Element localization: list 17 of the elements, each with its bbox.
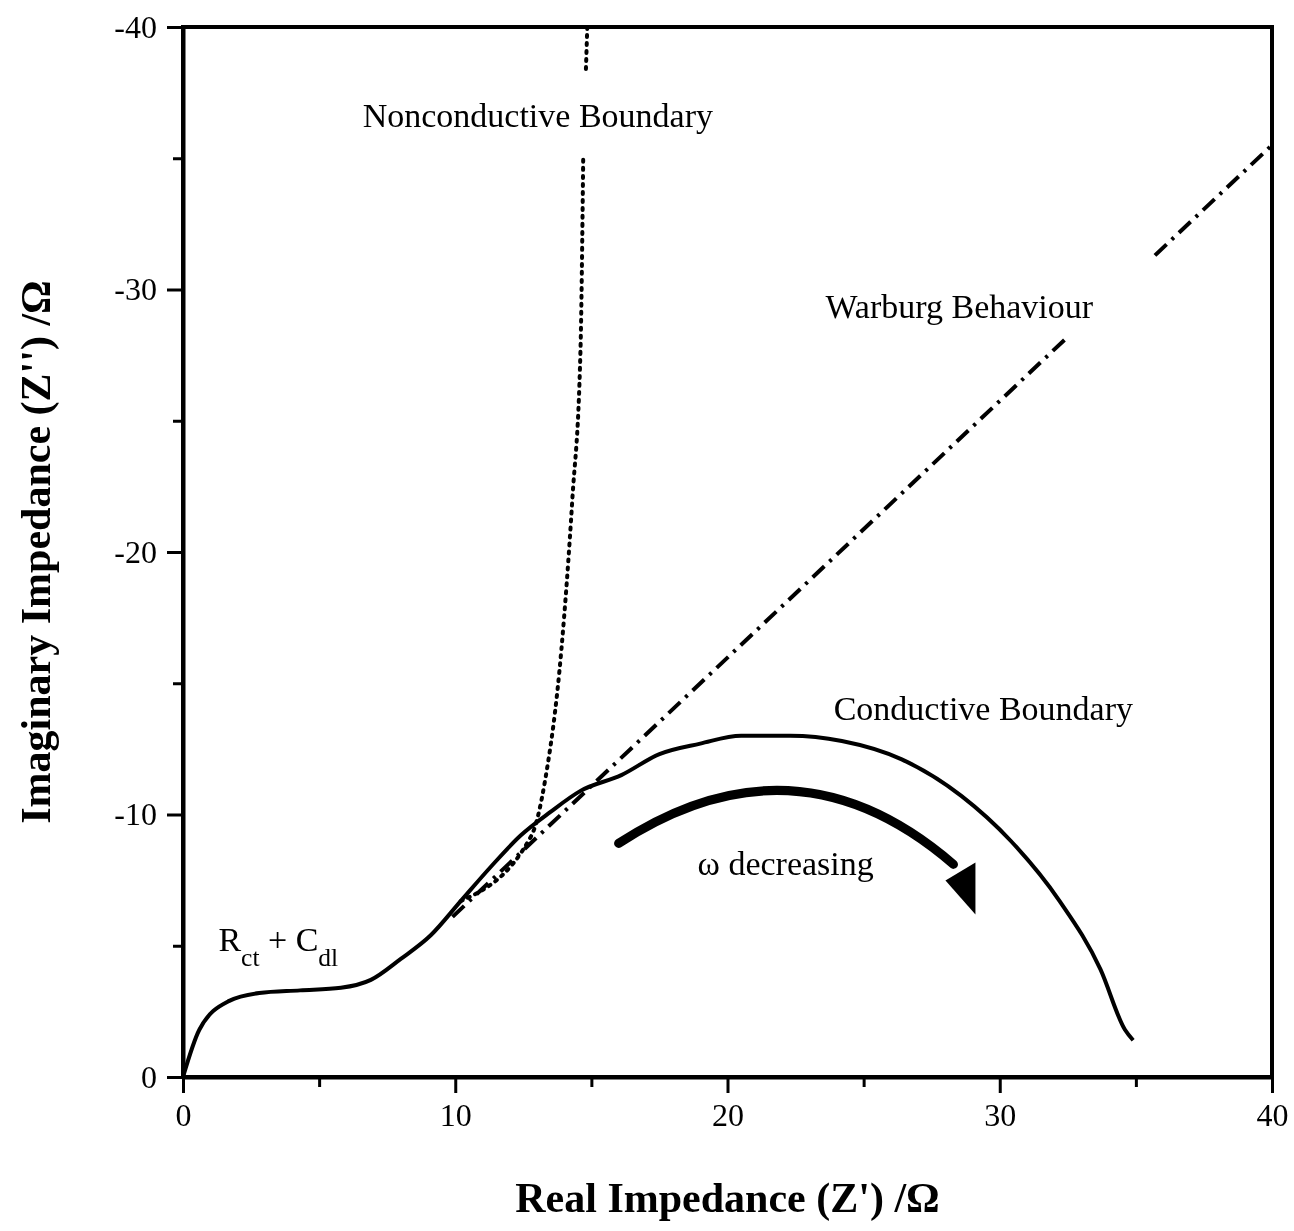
series-label: Nonconductive Boundary: [362, 96, 713, 134]
x-tick-label: 0: [175, 1096, 192, 1133]
series-label: Warburg Behaviour: [825, 288, 1094, 326]
y-tick-label: -10: [114, 796, 157, 833]
y-tick-label: -20: [114, 533, 157, 570]
x-tick-label: 40: [1256, 1096, 1289, 1133]
x-axis-title: Real Impedance (Z') /Ω: [515, 1175, 940, 1222]
series-label: Conductive Boundary: [833, 690, 1134, 727]
x-tick-label: 30: [984, 1096, 1017, 1133]
annotation: ω decreasing: [697, 844, 874, 882]
annotation: R$_{ct}$ + C$_{dl}$: [218, 921, 339, 972]
x-tick-label: 20: [712, 1096, 744, 1133]
y-axis-title: Imaginary Impedance (Z'') /Ω: [13, 280, 60, 824]
x-tick-label: 10: [439, 1096, 472, 1133]
y-tick-label: -40: [114, 8, 157, 45]
y-tick-label: -30: [114, 271, 157, 308]
y-tick-label: 0: [141, 1058, 157, 1095]
